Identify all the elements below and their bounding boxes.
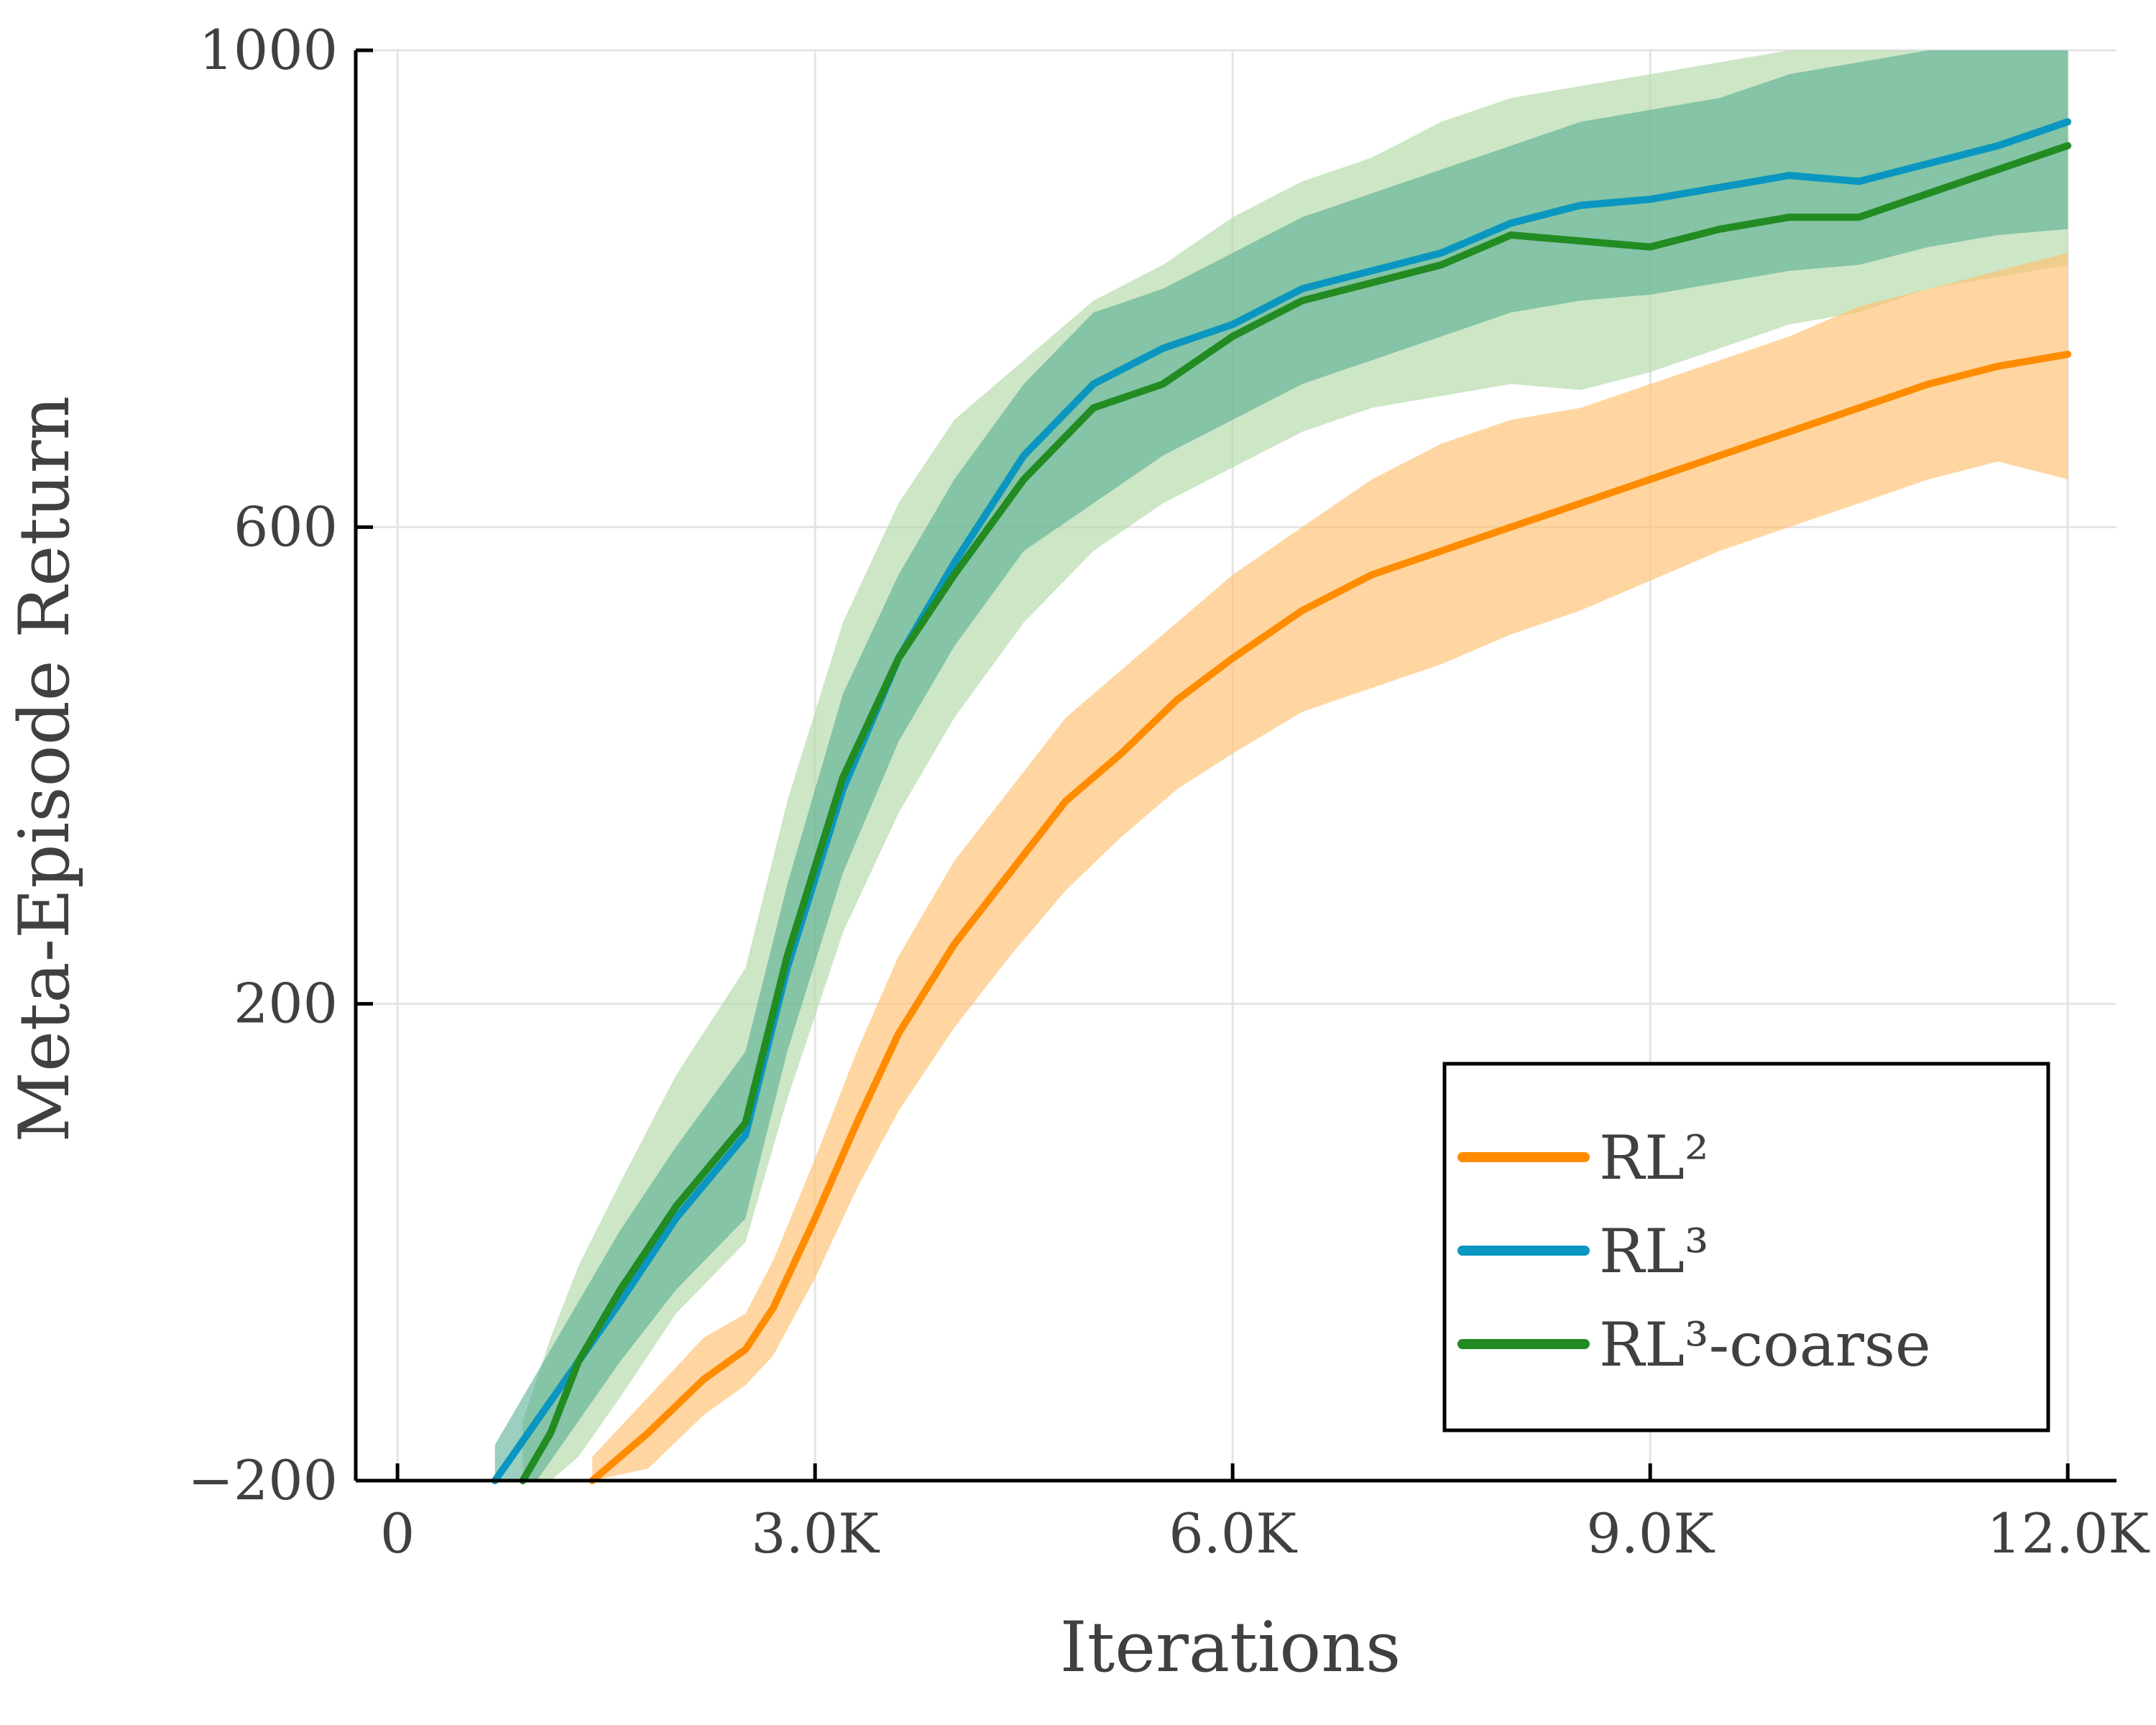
- y-tick-label-1: 200: [234, 972, 338, 1036]
- axes: [354, 48, 2116, 1483]
- y-axis-title: Meta-Episode Return: [4, 396, 85, 1143]
- x-tick-label-3: 9.0K: [1586, 1501, 1715, 1565]
- series-lines: [491, 118, 2072, 1484]
- y-tick-label-0: −200: [188, 1448, 338, 1512]
- line-rl3: [491, 118, 2072, 1484]
- legend-label-rl3: RL³: [1599, 1216, 1709, 1287]
- x-axis-title: Iterations: [1060, 1607, 1401, 1688]
- y-tick-label-3: 1000: [199, 18, 338, 82]
- confidence-bands: [494, 50, 2068, 1481]
- tick-labels: 0 3.0K 6.0K 9.0K 12.0K −200 200 600 1000: [188, 18, 2150, 1565]
- x-tick-label-2: 6.0K: [1169, 1501, 1297, 1565]
- y-tick-label-2: 600: [234, 494, 338, 558]
- legend-label-rl3-coarse: RL³-coarse: [1599, 1310, 1931, 1380]
- band-rl3: [494, 50, 2068, 1481]
- x-tick-label-1: 3.0K: [751, 1501, 880, 1565]
- line-rl2: [589, 350, 2072, 1484]
- x-tick-label-4: 12.0K: [1986, 1501, 2150, 1565]
- x-tick-label-0: 0: [380, 1501, 415, 1565]
- legend: RL² RL³ RL³-coarse: [1442, 1062, 2050, 1432]
- legend-label-rl2: RL²: [1599, 1123, 1709, 1193]
- band-rl2: [592, 252, 2068, 1481]
- line-rl3-coarse: [519, 142, 2072, 1484]
